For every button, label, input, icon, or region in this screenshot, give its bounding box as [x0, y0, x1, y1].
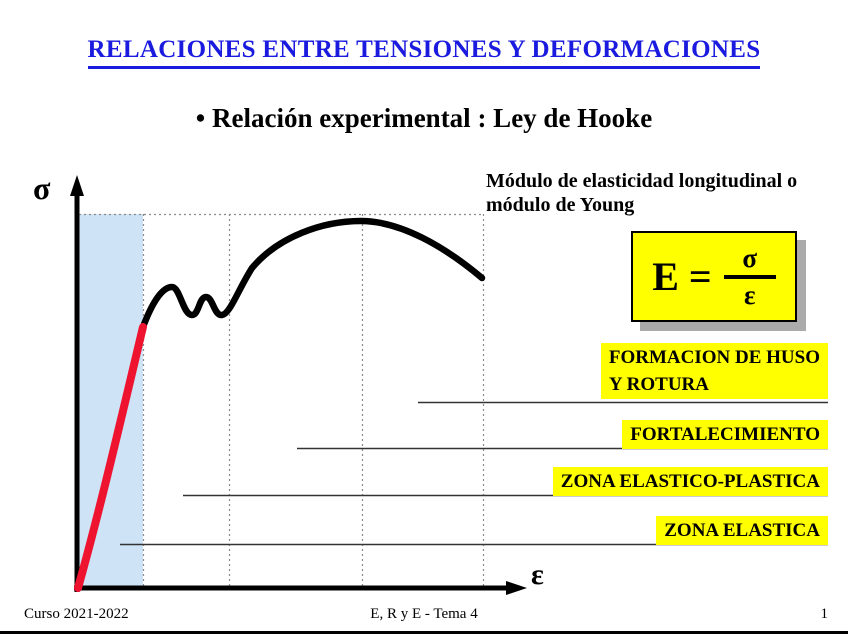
- footer: E, R y E - Tema 4 Curso 2021-2022 1: [0, 606, 848, 628]
- footer-page-number: 1: [820, 606, 829, 622]
- elastic-zone-region: [79, 214, 143, 588]
- page-title: RELACIONES ENTRE TENSIONES Y DEFORMACION…: [87, 36, 761, 69]
- title-row: RELACIONES ENTRE TENSIONES Y DEFORMACION…: [0, 28, 848, 69]
- bottom-border: [0, 631, 848, 634]
- footer-course-code: E, R y E - Tema 4: [370, 606, 478, 622]
- y-axis-arrow-icon: [70, 175, 84, 196]
- zone-label-elastico-plastica: ZONA ELASTICO-PLASTICA: [552, 467, 828, 496]
- formula-fraction: σ ε: [723, 242, 776, 310]
- formula-lhs: E =: [652, 254, 712, 299]
- zone-label-huso-rotura: FORMACION DE HUSO Y ROTURA: [600, 343, 828, 399]
- young-modulus-note: Módulo de elasticidad longitudinal o mód…: [486, 170, 798, 216]
- formula-numerator: σ: [742, 242, 758, 273]
- formula-denominator: ε: [743, 279, 756, 310]
- plastic-curve: [139, 217, 486, 331]
- x-axis-arrow-icon: [506, 581, 527, 595]
- y-axis-label-sigma: σ: [33, 170, 51, 206]
- bullet-heading: • Relación experimental : Ley de Hooke: [195, 103, 653, 133]
- grid-dashed-lines: [79, 213, 485, 588]
- elastic-curve: [74, 323, 147, 592]
- axes: [70, 175, 527, 595]
- zone-label-fortalecimiento: FORTALECIMIENTO: [622, 420, 828, 449]
- hooke-formula-box: E = σ ε: [631, 231, 797, 322]
- footer-course-year: Curso 2021-2022: [24, 606, 129, 622]
- fraction-bar: [723, 274, 776, 279]
- zone-label-elastica: ZONA ELASTICA: [656, 516, 828, 545]
- x-axis-label-epsilon: ε: [531, 558, 544, 591]
